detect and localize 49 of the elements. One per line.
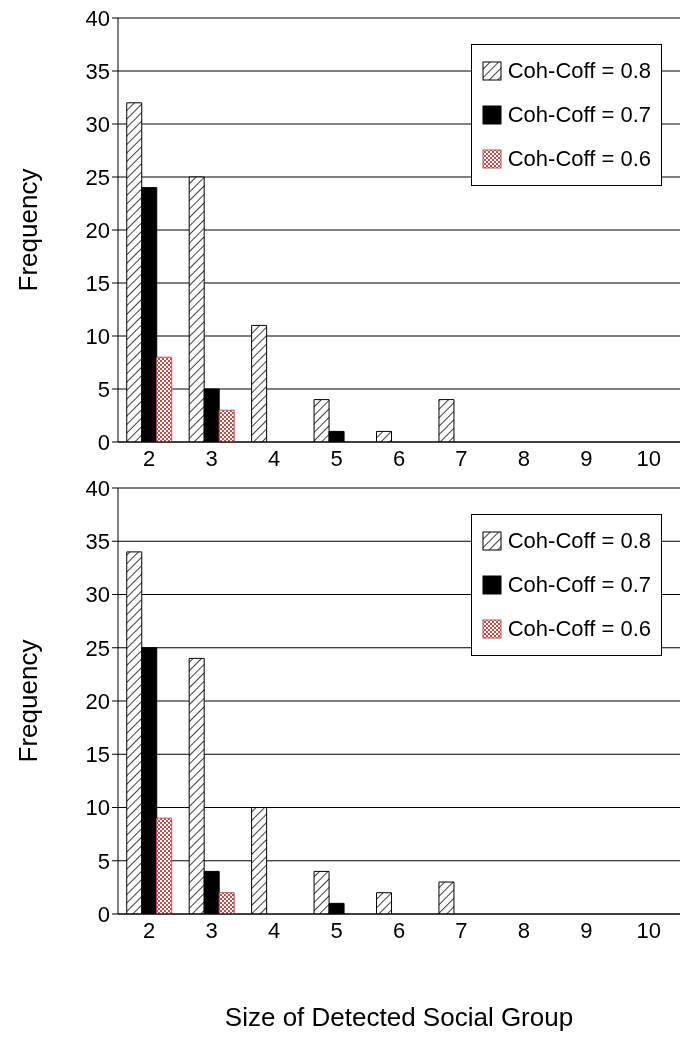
y-tick-label: 35 xyxy=(85,529,110,555)
x-tick-label: 5 xyxy=(330,445,343,471)
x-tick-label: 2 xyxy=(143,445,156,471)
y-tick-label: 35 xyxy=(85,58,110,84)
bar xyxy=(156,356,173,442)
x-tick-label: 10 xyxy=(636,917,662,943)
bar xyxy=(218,409,235,442)
y-tick-label: 15 xyxy=(85,742,110,768)
x-tick-label: 4 xyxy=(267,445,281,471)
y-tick-label: 40 xyxy=(85,475,110,501)
x-tick-label: 6 xyxy=(392,445,406,471)
x-tick-label: 4 xyxy=(267,917,281,943)
legend-label: Coh-Coff = 0.7 xyxy=(507,571,651,599)
y-tick-label: 40 xyxy=(85,5,110,31)
x-axis-title: Size of Detected Social Group xyxy=(224,1002,574,1032)
y-tick-label: 10 xyxy=(85,323,110,349)
bar xyxy=(218,892,235,914)
y-tick-label: 5 xyxy=(97,848,110,874)
legend-label: Coh-Coff = 0.7 xyxy=(507,101,651,129)
x-tick-label: 7 xyxy=(455,917,468,943)
y-axis-title: Frequency xyxy=(13,168,44,292)
y-tick-label: 20 xyxy=(85,688,110,714)
x-tick-label: 3 xyxy=(205,917,218,943)
legend-label: Coh-Coff = 0.8 xyxy=(507,57,651,85)
x-tick-label: 7 xyxy=(455,445,468,471)
x-tick-label: 8 xyxy=(517,917,531,943)
x-tick-label: 3 xyxy=(205,445,218,471)
y-axis-title: Frequency xyxy=(13,639,44,763)
y-tick-label: 5 xyxy=(97,376,110,402)
legend-label: Coh-Coff = 0.6 xyxy=(507,145,651,173)
x-tick-label: 9 xyxy=(580,445,593,471)
y-tick-label: 0 xyxy=(97,901,110,927)
bar xyxy=(156,817,173,914)
y-tick-label: 20 xyxy=(85,217,110,243)
legend-label: Coh-Coff = 0.6 xyxy=(507,615,651,643)
y-tick-label: 30 xyxy=(85,582,110,608)
y-tick-label: 25 xyxy=(85,635,110,661)
y-tick-label: 25 xyxy=(85,164,110,190)
y-tick-label: 0 xyxy=(97,429,110,455)
y-tick-label: 30 xyxy=(85,111,110,137)
legend-label: Coh-Coff = 0.8 xyxy=(507,527,651,555)
y-tick-label: 15 xyxy=(85,270,110,296)
y-tick-label: 10 xyxy=(85,795,110,821)
x-tick-label: 9 xyxy=(580,917,593,943)
x-tick-label: 10 xyxy=(636,445,662,471)
x-tick-label: 8 xyxy=(517,445,531,471)
x-tick-label: 2 xyxy=(143,917,156,943)
x-tick-label: 6 xyxy=(392,917,406,943)
x-tick-label: 5 xyxy=(330,917,343,943)
